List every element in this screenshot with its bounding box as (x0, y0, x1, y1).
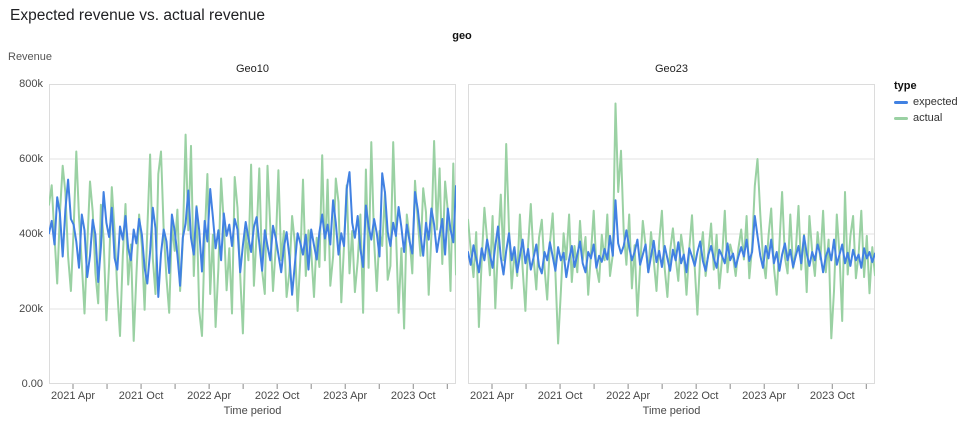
line-expected (49, 171, 456, 298)
x-tick-label: 2023 Oct (809, 390, 855, 402)
legend: type expected actual (894, 80, 958, 128)
legend-item-expected: expected (894, 96, 958, 108)
x-tick-label: 2022 Apr (187, 390, 232, 402)
x-tick-label: 2022 Oct (254, 390, 300, 402)
legend-title: type (894, 80, 917, 92)
y-tick-label: 400k (19, 228, 43, 240)
legend-swatch-actual (894, 116, 908, 120)
x-tick-label: 2021 Apr (50, 390, 96, 402)
facet-title: Geo10 (235, 63, 270, 75)
x-tick-label: 2021 Oct (118, 390, 164, 402)
y-tick-label: 0.00 (21, 378, 43, 390)
legend-swatch-expected (894, 100, 908, 104)
legend-item-label: expected (913, 96, 958, 108)
y-axis-title: Revenue (8, 51, 53, 63)
x-tick-label: 2022 Apr (606, 390, 651, 402)
facet-panel-geo10: Geo10 2021 Apr 2021 Oct 2022 Apr 2022 Oct 20… (49, 63, 456, 417)
y-tick-label: 200k (19, 303, 43, 315)
facet-title: Geo23 (654, 63, 689, 75)
line-expected (468, 199, 875, 279)
facet-field-header: geo (452, 30, 472, 42)
x-axis-tick-labels: 2021 Apr 2021 Oct 2022 Apr 2022 Oct 2023 Apr… (49, 390, 456, 404)
x-axis-title: Time period (642, 405, 701, 417)
legend-items: expected actual (894, 96, 958, 124)
line-actual (49, 133, 456, 342)
x-tick-label: 2023 Apr (742, 390, 787, 402)
legend-item-label: actual (913, 112, 943, 124)
page-title: Expected revenue vs. actual revenue (10, 7, 266, 24)
chart-panels: Geo10 2021 Apr 2021 Oct 2022 Apr 2022 Oct 20… (49, 63, 875, 417)
line-chart-geo10 (49, 84, 456, 389)
x-tick-label: 2021 Apr (469, 390, 515, 402)
x-tick-label: 2021 Oct (537, 390, 583, 402)
x-axis-title: Time period (223, 405, 282, 417)
line-chart-geo23 (468, 84, 875, 389)
y-tick-label: 800k (19, 78, 43, 90)
x-tick-label: 2023 Oct (390, 390, 436, 402)
line-actual (468, 102, 875, 345)
x-axis-tick-labels: 2021 Apr 2021 Oct 2022 Apr 2022 Oct 2023 Apr… (468, 390, 875, 404)
x-tick-label: 2022 Oct (673, 390, 719, 402)
facet-panel-geo23: Geo23 2021 Apr 2021 Oct 2022 Apr 2022 Oct 20… (468, 63, 875, 417)
legend-item-actual: actual (894, 112, 958, 124)
x-tick-label: 2023 Apr (323, 390, 368, 402)
y-tick-label: 600k (19, 153, 43, 165)
